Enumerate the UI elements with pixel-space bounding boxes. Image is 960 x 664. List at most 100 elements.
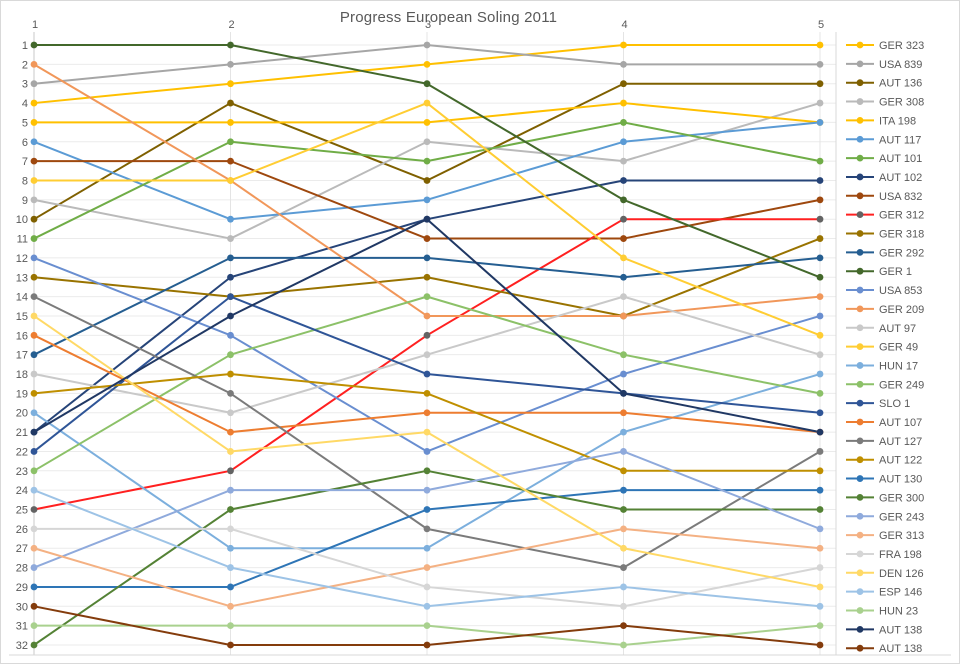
legend-swatch-marker xyxy=(856,98,864,105)
series-marker-GER-312 xyxy=(816,215,824,223)
series-marker-GER-49 xyxy=(620,254,627,262)
series-marker-AUT-136 xyxy=(620,80,627,88)
y-tick-label: 7 xyxy=(22,156,28,168)
series-marker-USA-839 xyxy=(816,60,824,68)
legend-swatch-marker xyxy=(856,154,864,162)
series-marker-AUT-138 xyxy=(816,641,824,649)
legend-swatch-marker xyxy=(856,380,864,388)
legend-swatch-marker xyxy=(856,230,864,237)
series-marker-GER-313 xyxy=(30,544,38,552)
legend-swatch-marker xyxy=(856,456,864,464)
legend-swatch-marker xyxy=(856,399,864,407)
legend-swatch-marker xyxy=(856,625,864,633)
legend-item-label: SLO 1 xyxy=(879,398,910,410)
series-marker-AUT-138 xyxy=(227,312,234,320)
legend-item-label: USA 839 xyxy=(879,59,922,71)
series-marker-AUT-102 xyxy=(227,273,234,281)
y-tick-label: 2 xyxy=(22,59,28,71)
series-marker-GER-323 xyxy=(227,80,234,88)
y-tick-label: 12 xyxy=(16,253,28,265)
series-marker-GER-243 xyxy=(227,486,234,494)
y-tick-label: 6 xyxy=(22,137,28,149)
series-marker-GER-292 xyxy=(816,254,824,262)
legend-swatch-marker xyxy=(856,286,864,294)
series-marker-GER-49 xyxy=(227,177,234,184)
series-marker-GER-308 xyxy=(423,138,431,146)
series-marker-AUT-138 xyxy=(423,215,431,223)
y-tick-label: 18 xyxy=(16,369,28,381)
x-tick-label: 3 xyxy=(425,19,431,31)
legend-item-label: GER 318 xyxy=(879,229,924,241)
legend-item-label: GER 209 xyxy=(879,304,924,316)
series-marker-USA-832 xyxy=(30,157,38,165)
series-marker-USA-853 xyxy=(816,312,824,320)
series-marker-AUT-127 xyxy=(816,448,824,455)
series-marker-USA-853 xyxy=(620,370,627,378)
x-tick-label: 4 xyxy=(621,19,627,31)
legend-swatch-marker xyxy=(856,60,864,68)
legend-swatch-marker xyxy=(856,267,864,275)
legend-swatch-marker xyxy=(856,531,864,539)
series-marker-GER-249 xyxy=(30,467,38,475)
y-tick-label: 19 xyxy=(16,388,28,400)
series-marker-USA-853 xyxy=(423,448,431,455)
series-marker-DEN-126 xyxy=(30,312,38,320)
series-marker-AUT-138 xyxy=(227,641,234,649)
series-marker-AUT-122 xyxy=(227,370,234,378)
series-marker-GER-243 xyxy=(423,486,431,494)
series-marker-AUT-97 xyxy=(620,293,627,301)
legend-item-label: GER 312 xyxy=(879,210,924,222)
y-tick-label: 1 xyxy=(22,40,28,52)
series-marker-AUT-130 xyxy=(816,486,824,494)
legend-swatch-marker xyxy=(856,437,864,445)
series-marker-GER-323 xyxy=(423,60,431,68)
series-marker-GER-300 xyxy=(620,506,627,513)
y-tick-label: 22 xyxy=(16,446,28,458)
series-marker-AUT-101 xyxy=(816,157,824,165)
series-marker-ESP-146 xyxy=(816,602,824,610)
legend-swatch-marker xyxy=(856,79,864,87)
series-marker-AUT-127 xyxy=(30,293,38,301)
y-tick-label: 31 xyxy=(16,621,28,633)
series-marker-GER-300 xyxy=(423,467,431,475)
series-marker-FRA-198 xyxy=(620,602,627,610)
legend-swatch-marker xyxy=(856,192,864,200)
series-marker-GER-323 xyxy=(30,99,38,107)
legend-swatch-marker xyxy=(856,494,864,501)
series-marker-ITA-198 xyxy=(227,119,234,126)
series-marker-GER-49 xyxy=(30,177,38,184)
series-marker-ESP-146 xyxy=(620,583,627,591)
series-marker-AUT-117 xyxy=(620,138,627,146)
legend-swatch-marker xyxy=(856,117,864,124)
series-marker-AUT-107 xyxy=(423,409,431,417)
series-marker-AUT-130 xyxy=(30,583,38,591)
legend-item-label: ITA 198 xyxy=(879,115,916,127)
series-marker-AUT-97 xyxy=(227,409,234,417)
series-marker-SLO-1 xyxy=(423,370,431,378)
y-tick-label: 24 xyxy=(16,485,28,497)
series-marker-ITA-198 xyxy=(620,99,627,107)
series-marker-AUT-130 xyxy=(423,506,431,513)
series-marker-GER-318 xyxy=(30,273,38,281)
series-marker-DEN-126 xyxy=(620,544,627,552)
legend-swatch-marker xyxy=(856,569,864,577)
series-marker-DEN-126 xyxy=(816,583,824,591)
legend-swatch-marker xyxy=(856,41,864,49)
series-marker-AUT-136 xyxy=(227,99,234,107)
legend-item-label: ESP 146 xyxy=(879,587,922,599)
series-marker-HUN-23 xyxy=(816,622,824,630)
series-marker-HUN-23 xyxy=(423,622,431,630)
series-marker-AUT-127 xyxy=(620,564,627,571)
series-marker-GER-209 xyxy=(423,312,431,320)
legend-item-label: USA 853 xyxy=(879,285,922,297)
series-marker-SLO-1 xyxy=(227,293,234,301)
series-marker-AUT-117 xyxy=(227,215,234,223)
series-marker-AUT-138 xyxy=(816,428,824,436)
series-marker-GER-209 xyxy=(816,293,824,301)
y-tick-label: 14 xyxy=(16,292,28,304)
y-tick-label: 32 xyxy=(16,640,28,652)
series-marker-FRA-198 xyxy=(227,525,234,533)
legend-item-label: GER 49 xyxy=(879,342,918,354)
legend-item-label: AUT 101 xyxy=(879,153,922,165)
